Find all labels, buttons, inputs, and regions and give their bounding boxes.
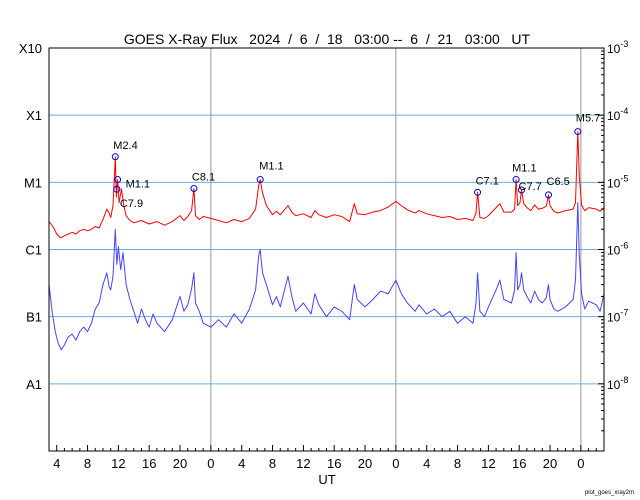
x-tick-label-9: 16 — [327, 456, 341, 471]
day-boundary-lines — [210, 48, 582, 451]
flux-axis: 10-3 10-4 10-5 10-6 10-7 10-8 — [598, 39, 628, 432]
flux-tick-label-m7: 10-7 — [607, 308, 628, 325]
flare-marker-9 — [574, 128, 582, 136]
class-label-b1: B1 — [26, 310, 42, 325]
time-axis: 4 8 12 16 20 0 4 8 12 16 20 0 4 8 12 16 20 0 — [48, 445, 605, 471]
class-label-x1: X1 — [26, 108, 42, 123]
flare-class-axis: X10 X1 M1 C1 B1 A1 — [19, 41, 42, 392]
x-tick-label-13: 8 — [454, 456, 461, 471]
flux-tick-label-m4: 10-4 — [607, 106, 628, 123]
x-tick-label-7: 8 — [269, 456, 276, 471]
x-tick-label-5: 0 — [207, 456, 214, 471]
credit-label: plot_goes_xray2m — [585, 490, 634, 496]
flare-label-4: M1.1 — [259, 161, 283, 173]
x-tick-label-12: 4 — [423, 456, 430, 471]
x-tick-label-14: 12 — [481, 456, 495, 471]
class-label-a1: A1 — [26, 377, 42, 392]
class-label-x10: X10 — [19, 41, 42, 56]
x-tick-label-8: 12 — [296, 456, 310, 471]
flux-tick-label-m3: 10-3 — [607, 39, 628, 56]
x-tick-label-17: 0 — [577, 456, 584, 471]
x-tick-label-11: 0 — [392, 456, 399, 471]
series-layer — [48, 131, 605, 351]
flare-marker-7 — [518, 186, 526, 194]
x-tick-label-2: 12 — [111, 456, 125, 471]
x-axis-label: UT — [318, 472, 335, 487]
x-tick-label-0: 4 — [53, 456, 60, 471]
x-tick-label-4: 20 — [173, 456, 187, 471]
flare-label-1: M1.1 — [126, 179, 150, 191]
flare-marker-1 — [114, 176, 122, 184]
flare-label-0: M2.4 — [113, 140, 137, 152]
flare-label-7: C7.7 — [519, 181, 542, 193]
flare-marker-5 — [474, 188, 482, 196]
flare-label-5: C7.1 — [476, 175, 499, 187]
flare-marker-3 — [190, 184, 198, 192]
flare-marker-2 — [113, 185, 121, 193]
x-tick-label-3: 16 — [142, 456, 156, 471]
flare-label-2: C7.9 — [120, 198, 143, 210]
flare-marker-6 — [512, 176, 520, 184]
flare-marker-0 — [111, 153, 119, 161]
chart-title: GOES X-Ray Flux 2024 / 6 / 18 03:00 -- 6… — [124, 31, 531, 47]
class-label-m1: M1 — [24, 175, 42, 190]
series-line-short — [48, 202, 605, 351]
flare-label-3: C8.1 — [192, 171, 215, 183]
flare-label-6: M1.1 — [512, 163, 536, 175]
flare-label-8: C6.5 — [547, 176, 570, 188]
flare-markers: M2.4 M1.1 C7.9 C8.1 M1.1 C7.1 M1.1 C7.7 C6.5 M5.7 — [111, 113, 600, 210]
x-tick-label-15: 16 — [512, 456, 526, 471]
flux-tick-label-m5: 10-5 — [607, 173, 628, 190]
flare-label-9: M5.7 — [576, 113, 600, 125]
series-line-long — [48, 131, 605, 239]
x-tick-label-10: 20 — [358, 456, 372, 471]
x-tick-label-16: 20 — [543, 456, 557, 471]
x-tick-label-1: 8 — [84, 456, 91, 471]
flux-tick-label-m6: 10-6 — [607, 241, 628, 258]
flare-marker-8 — [545, 191, 552, 199]
flare-marker-4 — [256, 176, 264, 184]
flux-tick-label-m8: 10-8 — [607, 375, 628, 392]
x-tick-label-6: 4 — [238, 456, 245, 471]
class-label-c1: C1 — [25, 243, 42, 258]
